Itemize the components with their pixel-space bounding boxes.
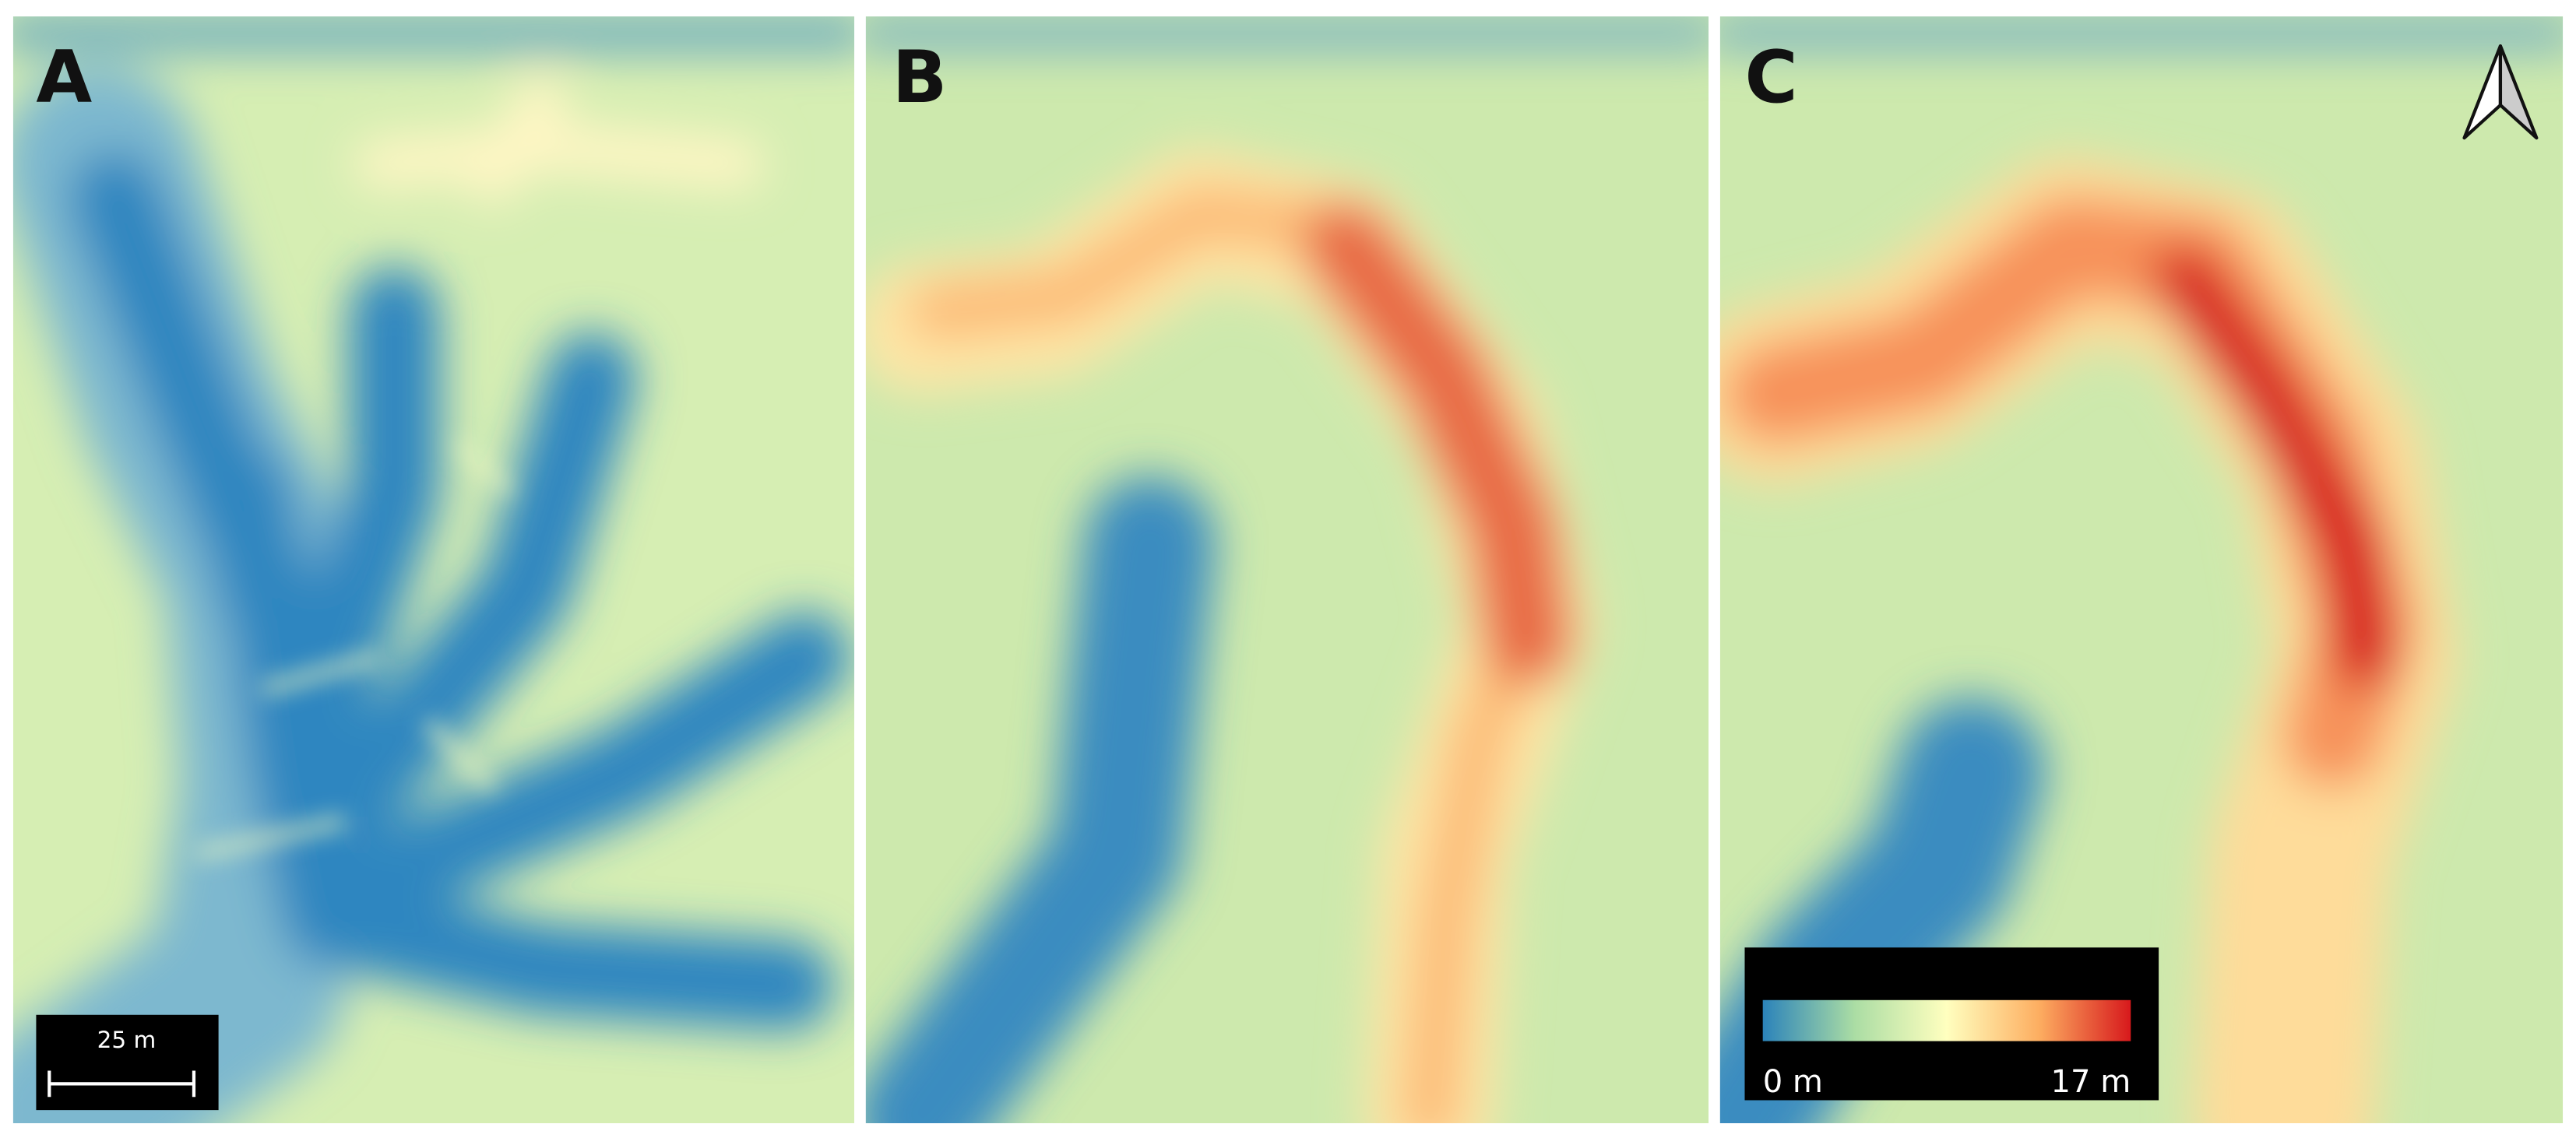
scale-label: 25 m [97,1027,157,1053]
scale-bar: 25 m [36,1014,219,1111]
legend-min: 0 m [1763,1064,1823,1100]
north-arrow [2462,44,2539,140]
panel-label: B [892,35,948,119]
panel-label: A [36,35,92,119]
map-panel-a [12,16,855,1124]
map-panel-b [865,16,1709,1124]
panel-label: C [1744,35,1797,119]
legend-max: 17 m [2050,1064,2131,1100]
legend: 0 m 17 m [1744,947,2159,1101]
